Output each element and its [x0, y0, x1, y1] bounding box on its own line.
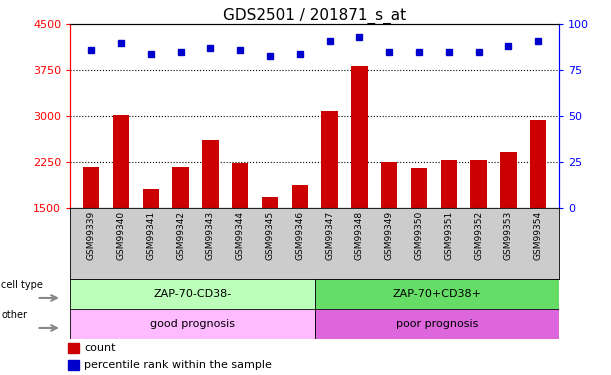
- Bar: [70, 309, 315, 339]
- Text: GSM99353: GSM99353: [504, 211, 513, 260]
- Text: GSM99348: GSM99348: [355, 211, 364, 260]
- Text: GSM99344: GSM99344: [236, 211, 244, 260]
- Bar: [70, 279, 315, 309]
- Bar: [411, 168, 427, 300]
- Text: GSM99342: GSM99342: [176, 211, 185, 260]
- Bar: [381, 162, 397, 300]
- Bar: [321, 111, 338, 300]
- Text: GSM99349: GSM99349: [385, 211, 393, 260]
- Text: ZAP-70-CD38-: ZAP-70-CD38-: [153, 290, 232, 299]
- Text: GSM99345: GSM99345: [265, 211, 274, 260]
- Text: GSM99343: GSM99343: [206, 211, 215, 260]
- Bar: [142, 189, 159, 300]
- Text: other: other: [1, 310, 27, 320]
- Bar: [291, 186, 308, 300]
- Text: percentile rank within the sample: percentile rank within the sample: [84, 360, 272, 370]
- Text: cell type: cell type: [1, 280, 43, 290]
- Bar: [262, 197, 278, 300]
- Bar: [500, 152, 516, 300]
- Text: GSM99347: GSM99347: [325, 211, 334, 260]
- Title: GDS2501 / 201871_s_at: GDS2501 / 201871_s_at: [223, 8, 406, 24]
- Text: GSM99346: GSM99346: [295, 211, 304, 260]
- Text: GSM99352: GSM99352: [474, 211, 483, 260]
- Text: GSM99340: GSM99340: [117, 211, 125, 260]
- Bar: [315, 279, 559, 309]
- Text: GSM99339: GSM99339: [87, 211, 96, 260]
- Bar: [441, 160, 457, 300]
- Bar: [172, 167, 189, 300]
- Bar: [470, 160, 487, 300]
- Text: GSM99350: GSM99350: [414, 211, 423, 260]
- Bar: [351, 66, 368, 300]
- Text: poor prognosis: poor prognosis: [396, 320, 478, 329]
- Bar: [83, 167, 100, 300]
- Bar: [68, 360, 79, 370]
- Bar: [232, 164, 248, 300]
- Text: count: count: [84, 343, 115, 353]
- Bar: [202, 140, 219, 300]
- Bar: [315, 309, 559, 339]
- Text: ZAP-70+CD38+: ZAP-70+CD38+: [392, 290, 481, 299]
- Bar: [68, 344, 79, 353]
- Text: GSM99351: GSM99351: [444, 211, 453, 260]
- Text: GSM99341: GSM99341: [146, 211, 155, 260]
- Bar: [530, 120, 546, 300]
- Text: good prognosis: good prognosis: [150, 320, 235, 329]
- Bar: [113, 115, 129, 300]
- Text: GSM99354: GSM99354: [533, 211, 543, 260]
